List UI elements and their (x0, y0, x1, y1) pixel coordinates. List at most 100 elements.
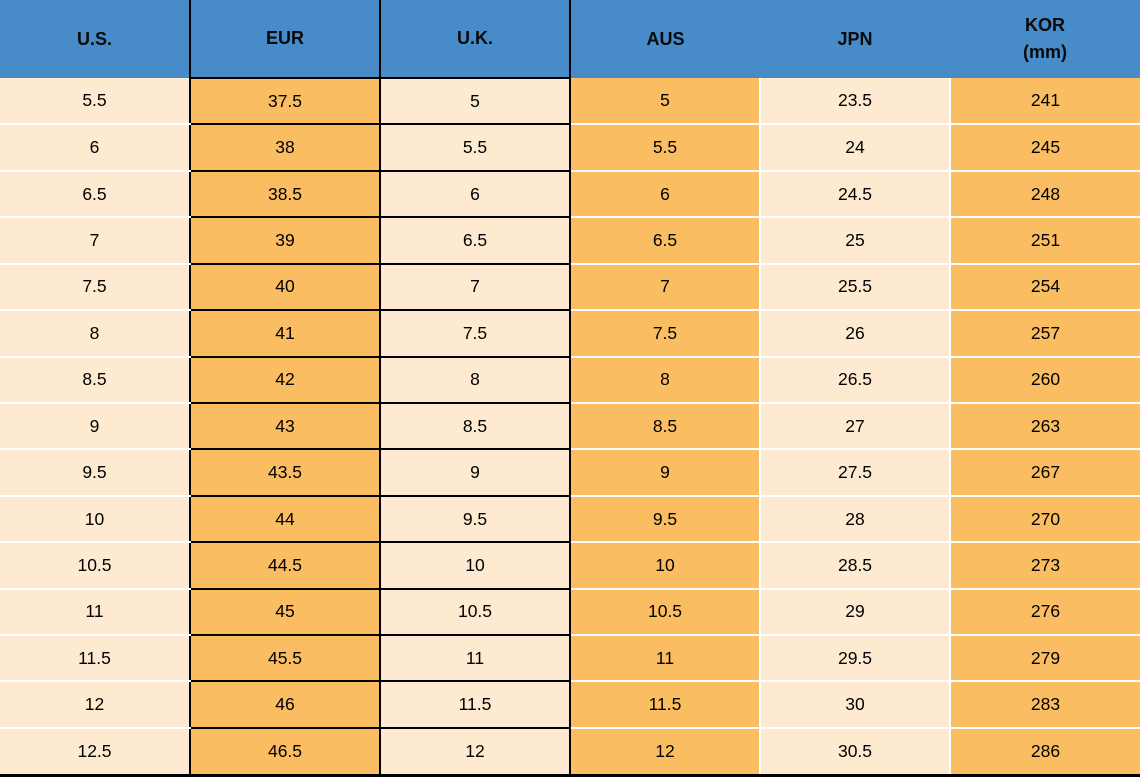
cell-eur: 42 (189, 355, 381, 404)
cell-kor: 267 (949, 449, 1140, 497)
table-row: 7.5 40 7 7 25.5 254 (0, 262, 1140, 312)
cell-us: 12 (0, 681, 190, 729)
cell-aus: 11 (569, 635, 761, 683)
table-row: 10 44 9.5 9.5 28 270 (0, 494, 1140, 544)
table-row: 12 46 11.5 11.5 30 283 (0, 680, 1140, 729)
cell-kor: 248 (949, 170, 1140, 219)
table-row: 10.5 44.5 10 10 28.5 273 (0, 541, 1140, 590)
cell-aus: 6.5 (569, 217, 761, 265)
cell-uk: 6 (379, 169, 571, 219)
cell-kor: 257 (949, 310, 1140, 358)
cell-jpn: 28 (760, 495, 950, 544)
cell-eur: 46.5 (189, 726, 381, 777)
table-row: 9.5 43.5 9 9 27.5 267 (0, 448, 1140, 497)
cell-jpn: 29 (760, 588, 950, 637)
cell-jpn: 30 (760, 681, 950, 729)
cell-uk: 7 (379, 262, 571, 312)
cell-uk: 12 (379, 726, 571, 777)
column-header-kor-label: KOR (1025, 15, 1065, 35)
cell-eur: 41 (189, 309, 381, 358)
cell-aus: 6 (569, 170, 761, 219)
cell-eur: 43 (189, 401, 381, 451)
cell-jpn: 26 (760, 310, 950, 358)
cell-kor: 286 (949, 727, 1140, 777)
table-body: 5.5 37.5 5 5 23.5 241 6 38 5.5 5.5 24 24… (0, 76, 1140, 777)
cell-jpn: 30.5 (760, 727, 950, 777)
cell-eur: 40 (189, 262, 381, 312)
cell-uk: 9.5 (379, 494, 571, 544)
column-header-kor: KOR (mm) (950, 0, 1140, 78)
cell-us: 10 (0, 495, 190, 544)
cell-jpn: 26.5 (760, 356, 950, 404)
cell-jpn: 29.5 (760, 635, 950, 683)
cell-kor: 251 (949, 217, 1140, 265)
cell-aus: 7.5 (569, 310, 761, 358)
cell-uk: 11.5 (379, 680, 571, 729)
column-header-uk: U.K. (379, 0, 571, 78)
cell-eur: 45 (189, 587, 381, 637)
cell-aus: 10 (569, 542, 761, 590)
cell-aus: 5 (569, 78, 761, 126)
table-row: 7 39 6.5 6.5 25 251 (0, 216, 1140, 265)
cell-uk: 5.5 (379, 123, 571, 172)
cell-uk: 7.5 (379, 309, 571, 358)
cell-eur: 44.5 (189, 541, 381, 590)
header-row: U.S. EUR U.K. AUS JPN KOR (mm) (0, 0, 1140, 78)
column-header-jpn-label: JPN (837, 28, 873, 49)
cell-us: 6.5 (0, 170, 190, 219)
cell-jpn: 28.5 (760, 542, 950, 590)
column-header-us-label: U.S. (76, 28, 112, 49)
cell-eur: 37.5 (189, 76, 381, 126)
cell-aus: 8.5 (569, 402, 761, 451)
cell-kor: 263 (949, 402, 1140, 451)
cell-uk: 6.5 (379, 216, 571, 265)
cell-kor: 276 (949, 588, 1140, 637)
cell-eur: 45.5 (189, 634, 381, 683)
cell-uk: 10.5 (379, 587, 571, 637)
cell-kor: 254 (949, 263, 1140, 312)
cell-kor: 283 (949, 681, 1140, 729)
cell-us: 6 (0, 124, 190, 172)
cell-aus: 9 (569, 449, 761, 497)
cell-aus: 7 (569, 263, 761, 312)
table-row: 12.5 46.5 12 12 30.5 286 (0, 726, 1140, 777)
table-row: 8.5 42 8 8 26.5 260 (0, 355, 1140, 404)
cell-us: 8 (0, 310, 190, 358)
column-header-kor-unit: (mm) (1023, 42, 1067, 62)
cell-us: 9 (0, 402, 190, 451)
cell-kor: 270 (949, 495, 1140, 544)
cell-kor: 245 (949, 124, 1140, 172)
table-row: 6 38 5.5 5.5 24 245 (0, 123, 1140, 172)
cell-us: 11.5 (0, 635, 190, 683)
table-row: 5.5 37.5 5 5 23.5 241 (0, 76, 1140, 126)
cell-us: 12.5 (0, 727, 190, 777)
table-row: 9 43 8.5 8.5 27 263 (0, 401, 1140, 451)
cell-aus: 11.5 (569, 681, 761, 729)
cell-jpn: 24.5 (760, 170, 950, 219)
cell-jpn: 24 (760, 124, 950, 172)
table-header: U.S. EUR U.K. AUS JPN KOR (mm) (0, 0, 1140, 78)
cell-aus: 12 (569, 727, 761, 777)
cell-us: 7.5 (0, 263, 190, 312)
cell-us: 5.5 (0, 78, 190, 126)
column-header-jpn: JPN (760, 0, 950, 78)
table-row: 11.5 45.5 11 11 29.5 279 (0, 634, 1140, 683)
cell-eur: 39 (189, 216, 381, 265)
cell-us: 7 (0, 217, 190, 265)
column-header-aus: AUS (569, 0, 760, 78)
column-header-uk-label: U.K. (457, 28, 493, 48)
cell-us: 10.5 (0, 542, 190, 590)
cell-jpn: 23.5 (760, 78, 950, 126)
column-header-aus-label: AUS (646, 28, 685, 49)
cell-aus: 8 (569, 356, 761, 404)
cell-jpn: 27 (760, 402, 950, 451)
cell-eur: 38.5 (189, 169, 381, 219)
table-row: 6.5 38.5 6 6 24.5 248 (0, 169, 1140, 219)
cell-us: 11 (0, 588, 190, 637)
cell-kor: 273 (949, 542, 1140, 590)
cell-us: 9.5 (0, 449, 190, 497)
cell-kor: 260 (949, 356, 1140, 404)
cell-uk: 11 (379, 634, 571, 683)
